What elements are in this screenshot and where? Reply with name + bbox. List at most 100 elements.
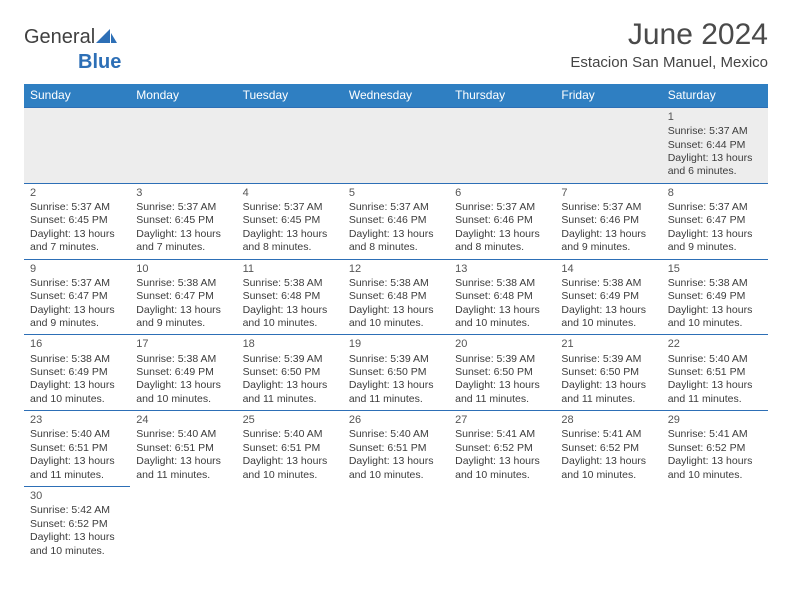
day-number: 2 <box>30 184 124 201</box>
day-details: Sunrise: 5:40 AMSunset: 6:51 PMDaylight:… <box>668 353 762 407</box>
calendar-cell: 3Sunrise: 5:37 AMSunset: 6:45 PMDaylight… <box>130 183 236 259</box>
day-details: Sunrise: 5:38 AMSunset: 6:49 PMDaylight:… <box>136 353 230 407</box>
calendar-cell <box>555 108 661 184</box>
day-details: Sunrise: 5:39 AMSunset: 6:50 PMDaylight:… <box>349 353 443 407</box>
logo-text-2: Blue <box>78 51 121 74</box>
day-number: 14 <box>561 260 655 277</box>
calendar-cell: 6Sunrise: 5:37 AMSunset: 6:46 PMDaylight… <box>449 183 555 259</box>
calendar-cell: 30Sunrise: 5:42 AMSunset: 6:52 PMDayligh… <box>24 487 130 562</box>
day-details: Sunrise: 5:37 AMSunset: 6:47 PMDaylight:… <box>30 277 124 331</box>
calendar-cell: 17Sunrise: 5:38 AMSunset: 6:49 PMDayligh… <box>130 335 236 411</box>
day-details: Sunrise: 5:40 AMSunset: 6:51 PMDaylight:… <box>243 428 337 482</box>
day-number: 17 <box>136 335 230 352</box>
calendar-cell: 7Sunrise: 5:37 AMSunset: 6:46 PMDaylight… <box>555 183 661 259</box>
day-number: 8 <box>668 184 762 201</box>
day-details: Sunrise: 5:37 AMSunset: 6:47 PMDaylight:… <box>668 201 762 255</box>
day-details: Sunrise: 5:42 AMSunset: 6:52 PMDaylight:… <box>30 504 124 558</box>
calendar-row: 23 Sunrise: 5:40 AMSunset: 6:51 PMDayligh… <box>24 411 768 487</box>
weekday-header: Saturday <box>662 84 768 108</box>
day-details: Sunrise: 5:38 AMSunset: 6:47 PMDaylight:… <box>136 277 230 331</box>
day-number: 5 <box>349 184 443 201</box>
day-details: Sunrise: 5:37 AMSunset: 6:45 PMDaylight:… <box>136 201 230 255</box>
calendar-row: 30Sunrise: 5:42 AMSunset: 6:52 PMDayligh… <box>24 487 768 562</box>
location-subtitle: Estacion San Manuel, Mexico <box>570 54 768 71</box>
weekday-header: Tuesday <box>237 84 343 108</box>
day-number: 9 <box>30 260 124 277</box>
calendar-cell: 2Sunrise: 5:37 AMSunset: 6:45 PMDaylight… <box>24 183 130 259</box>
day-details: Sunrise: 5:41 AMSunset: 6:52 PMDaylight:… <box>668 428 762 482</box>
day-number: 26 <box>349 411 443 428</box>
page-title: June 2024 <box>570 18 768 52</box>
day-details: Sunrise: 5:38 AMSunset: 6:48 PMDaylight:… <box>243 277 337 331</box>
calendar-cell: 10Sunrise: 5:38 AMSunset: 6:47 PMDayligh… <box>130 259 236 335</box>
calendar-cell: 9Sunrise: 5:37 AMSunset: 6:47 PMDaylight… <box>24 259 130 335</box>
day-number: 1 <box>668 108 762 125</box>
calendar-cell: 22Sunrise: 5:40 AMSunset: 6:51 PMDayligh… <box>662 335 768 411</box>
day-details: Sunrise: 5:39 AMSunset: 6:50 PMDaylight:… <box>455 353 549 407</box>
calendar-cell: 27Sunrise: 5:41 AMSunset: 6:52 PMDayligh… <box>449 411 555 487</box>
day-number: 21 <box>561 335 655 352</box>
day-details: Sunrise: 5:40 AMSunset: 6:51 PMDaylight:… <box>136 428 230 482</box>
calendar-cell <box>343 487 449 562</box>
header: General Blue June 2024 Estacion San Manu… <box>24 18 768 80</box>
weekday-header: Wednesday <box>343 84 449 108</box>
calendar-cell: 12Sunrise: 5:38 AMSunset: 6:48 PMDayligh… <box>343 259 449 335</box>
calendar-cell <box>449 108 555 184</box>
day-details: Sunrise: 5:37 AMSunset: 6:45 PMDaylight:… <box>243 201 337 255</box>
day-details: Sunrise: 5:37 AMSunset: 6:44 PMDaylight:… <box>668 125 762 179</box>
day-number: 12 <box>349 260 443 277</box>
calendar-cell <box>662 487 768 562</box>
day-details: Sunrise: 5:38 AMSunset: 6:48 PMDaylight:… <box>349 277 443 331</box>
weekday-header: Sunday <box>24 84 130 108</box>
day-number: 27 <box>455 411 549 428</box>
day-number: 20 <box>455 335 549 352</box>
weekday-header: Friday <box>555 84 661 108</box>
day-number: 18 <box>243 335 337 352</box>
calendar-cell: 15Sunrise: 5:38 AMSunset: 6:49 PMDayligh… <box>662 259 768 335</box>
day-details: Sunrise: 5:38 AMSunset: 6:49 PMDaylight:… <box>668 277 762 331</box>
calendar-cell <box>130 487 236 562</box>
calendar-row: 2Sunrise: 5:37 AMSunset: 6:45 PMDaylight… <box>24 183 768 259</box>
day-details: Sunrise: 5:41 AMSunset: 6:52 PMDaylight:… <box>561 428 655 482</box>
logo-sail-icon <box>96 28 118 51</box>
day-number: 13 <box>455 260 549 277</box>
day-details: Sunrise: 5:37 AMSunset: 6:45 PMDaylight:… <box>30 201 124 255</box>
calendar-cell <box>449 487 555 562</box>
calendar-body: 1Sunrise: 5:37 AMSunset: 6:44 PMDaylight… <box>24 108 768 562</box>
calendar-cell: 21Sunrise: 5:39 AMSunset: 6:50 PMDayligh… <box>555 335 661 411</box>
day-number: 30 <box>30 487 124 504</box>
calendar-cell <box>24 108 130 184</box>
weekday-header: Thursday <box>449 84 555 108</box>
day-number: 10 <box>136 260 230 277</box>
day-number: 19 <box>349 335 443 352</box>
title-block: June 2024 Estacion San Manuel, Mexico <box>570 18 768 71</box>
day-number: 22 <box>668 335 762 352</box>
calendar-cell <box>130 108 236 184</box>
logo: General Blue <box>24 26 121 74</box>
calendar-cell: 11Sunrise: 5:38 AMSunset: 6:48 PMDayligh… <box>237 259 343 335</box>
calendar-cell <box>343 108 449 184</box>
calendar-cell: 29Sunrise: 5:41 AMSunset: 6:52 PMDayligh… <box>662 411 768 487</box>
calendar-cell: 4Sunrise: 5:37 AMSunset: 6:45 PMDaylight… <box>237 183 343 259</box>
day-details: Sunrise: 5:37 AMSunset: 6:46 PMDaylight:… <box>455 201 549 255</box>
day-details: Sunrise: 5:39 AMSunset: 6:50 PMDaylight:… <box>243 353 337 407</box>
calendar-cell <box>237 487 343 562</box>
day-number: 23 <box>30 411 124 428</box>
day-details: Sunrise: 5:37 AMSunset: 6:46 PMDaylight:… <box>349 201 443 255</box>
calendar-table: SundayMondayTuesdayWednesdayThursdayFrid… <box>24 84 768 562</box>
day-details: Sunrise: 5:40 AMSunset: 6:51 PMDaylight:… <box>349 428 443 482</box>
calendar-cell <box>237 108 343 184</box>
weekday-header-row: SundayMondayTuesdayWednesdayThursdayFrid… <box>24 84 768 108</box>
calendar-cell: 13Sunrise: 5:38 AMSunset: 6:48 PMDayligh… <box>449 259 555 335</box>
day-number: 6 <box>455 184 549 201</box>
day-number: 7 <box>561 184 655 201</box>
calendar-cell: 25Sunrise: 5:40 AMSunset: 6:51 PMDayligh… <box>237 411 343 487</box>
day-number: 3 <box>136 184 230 201</box>
calendar-cell: 8Sunrise: 5:37 AMSunset: 6:47 PMDaylight… <box>662 183 768 259</box>
calendar-cell: 16Sunrise: 5:38 AMSunset: 6:49 PMDayligh… <box>24 335 130 411</box>
calendar-row: 16Sunrise: 5:38 AMSunset: 6:49 PMDayligh… <box>24 335 768 411</box>
calendar-cell: 5Sunrise: 5:37 AMSunset: 6:46 PMDaylight… <box>343 183 449 259</box>
calendar-cell: 14Sunrise: 5:38 AMSunset: 6:49 PMDayligh… <box>555 259 661 335</box>
calendar-cell: 28Sunrise: 5:41 AMSunset: 6:52 PMDayligh… <box>555 411 661 487</box>
calendar-cell: 20Sunrise: 5:39 AMSunset: 6:50 PMDayligh… <box>449 335 555 411</box>
